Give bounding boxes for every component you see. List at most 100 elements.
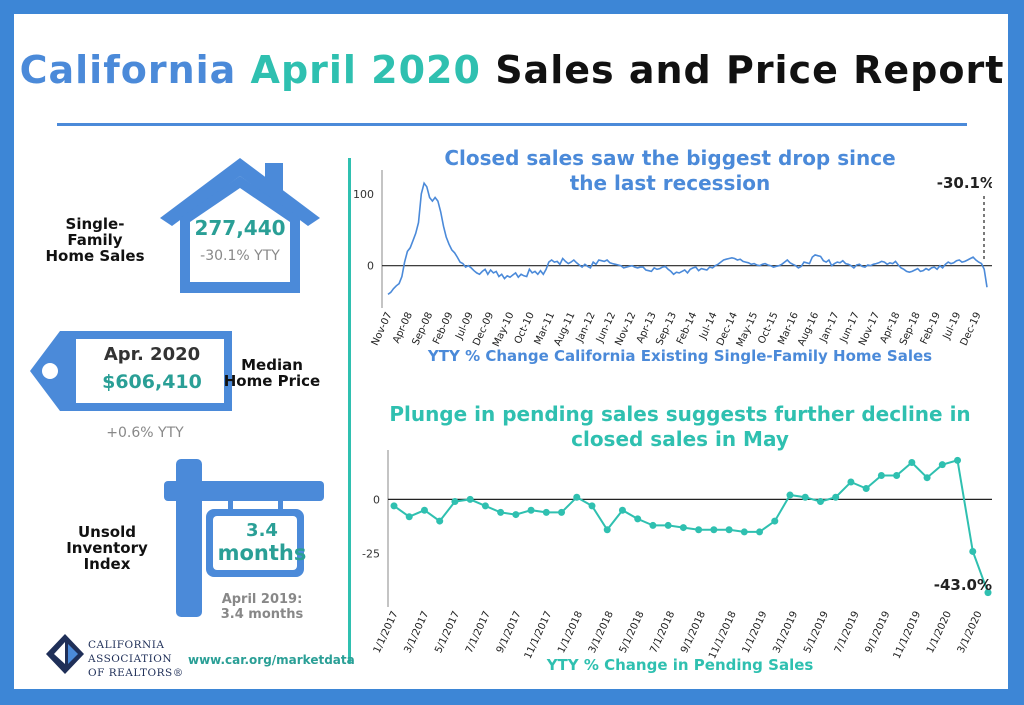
chart1-series-line — [387, 181, 988, 296]
median-price-change: +0.6% YTY — [106, 425, 184, 441]
title-part-1: California — [19, 48, 237, 92]
title-divider — [57, 123, 967, 126]
chart2-point-7 — [497, 508, 505, 516]
car-logo-line-1: CALIFORNIA — [88, 639, 165, 651]
median-price-label-line-2: Home Price — [223, 372, 321, 390]
chart2-point-37 — [954, 456, 962, 464]
chart1-title-line-2: the last recession — [569, 171, 771, 195]
chart1-x-tick-4: Jul-09 — [454, 311, 476, 342]
chart2-x-tick-1: 3/1/2017 — [403, 610, 432, 655]
chart2-point-13 — [588, 502, 596, 510]
inventory-label-line-3: Index — [83, 555, 131, 573]
chart2-point-36 — [938, 461, 946, 469]
chart2-point-22 — [725, 526, 733, 534]
chart2-point-21 — [710, 526, 718, 534]
chart2-point-19 — [679, 524, 687, 532]
chart1-x-tick-16: Jul-14 — [697, 311, 719, 342]
chart2-x-tick-16: 9/1/2019 — [864, 610, 893, 655]
vertical-divider — [348, 158, 351, 663]
chart2-x-tick-17: 11/1/2019 — [892, 610, 924, 660]
chart2-annotation: -43.0% — [934, 576, 992, 594]
chart2-series-line — [393, 459, 989, 594]
chart1-y-tick-0: 0 — [367, 260, 374, 273]
home-sales-label-line-2: Family — [67, 231, 123, 249]
chart2-y-tick-1: -25 — [362, 548, 380, 561]
chart1-annotation: -30.1% — [937, 174, 992, 192]
chart2-x-tick-5: 11/1/2017 — [523, 610, 555, 660]
chart2-x-tick-13: 3/1/2019 — [771, 610, 800, 655]
chart2-x-tick-15: 7/1/2019 — [833, 610, 862, 655]
chart2-x-tick-18: 1/1/2020 — [925, 610, 954, 655]
chart2-point-31 — [862, 485, 870, 493]
chart2-point-16 — [634, 515, 642, 523]
inventory-value-unit: months — [217, 541, 307, 565]
chart2-point-8 — [512, 511, 520, 519]
chart2-x-tick-3: 7/1/2017 — [464, 610, 493, 655]
sign-post-icon — [164, 459, 324, 617]
chart2-point-33 — [893, 472, 901, 480]
chart2-xlabel: YTY % Change in Pending Sales — [546, 656, 814, 674]
chart2-point-26 — [786, 491, 794, 499]
chart2-title: Plunge in pending sales suggests further… — [380, 402, 980, 452]
chart2-x-tick-6: 1/1/2018 — [556, 610, 585, 655]
house-icon — [160, 158, 320, 293]
chart2-point-35 — [923, 474, 931, 482]
car-logo-text: CALIFORNIA ASSOCIATION OF REALTORS® — [88, 638, 184, 680]
chart2-point-5 — [466, 495, 474, 503]
chart2-point-17 — [649, 521, 657, 529]
chart2-point-32 — [877, 472, 885, 480]
chart2-point-11 — [558, 508, 566, 516]
chart2-point-6 — [481, 502, 489, 510]
chart2-x-tick-7: 3/1/2018 — [587, 610, 616, 655]
chart2-point-25 — [771, 517, 779, 525]
chart2-point-14 — [603, 526, 611, 534]
chart2-point-28 — [816, 498, 824, 506]
chart2-x-tick-4: 9/1/2017 — [495, 610, 524, 655]
median-price-label-line-1: Median — [241, 356, 303, 374]
chart2-point-18 — [664, 521, 672, 529]
chart2-title-line-2: closed sales in May — [571, 427, 789, 451]
home-sales-label-line-3: Home Sales — [45, 247, 145, 265]
chart2-point-20 — [695, 526, 703, 534]
chart1-x-tick-0: Nov-07 — [370, 311, 395, 348]
chart2-x-tick-14: 5/1/2019 — [802, 610, 831, 655]
chart2-point-29 — [832, 493, 840, 501]
chart2-point-3 — [436, 517, 444, 525]
inventory-prior-line-2: 3.4 months — [220, 607, 304, 622]
median-price-label: Median Home Price — [222, 357, 322, 389]
title-part-3: Sales and Price Report — [495, 48, 1005, 92]
chart2-point-10 — [542, 508, 550, 516]
chart2-plot: 0-251/1/2017 3/1/2017 5/1/2017 7/1/2017 9/1/… — [362, 450, 992, 660]
chart2-point-2 — [420, 506, 428, 514]
chart2-title-line-1: Plunge in pending sales suggests further… — [389, 402, 971, 426]
chart1-y-tick-1: 100 — [353, 188, 374, 201]
inventory-label: Unsold Inventory Index — [52, 524, 162, 572]
chart2-y-tick-0: 0 — [373, 493, 380, 506]
chart2-point-1 — [405, 513, 413, 521]
chart2-point-24 — [756, 528, 764, 536]
footer-url-link[interactable]: www.car.org/marketdata — [188, 653, 355, 667]
car-eagle-logo-icon — [46, 634, 84, 674]
chart2-point-12 — [573, 493, 581, 501]
home-sales-label-line-1: Single- — [65, 215, 125, 233]
inventory-value: 3.4 months — [212, 521, 312, 566]
chart2-point-9 — [527, 506, 535, 514]
chart2-x-tick-12: 1/1/2019 — [741, 610, 770, 655]
median-price-month: Apr. 2020 — [103, 344, 201, 365]
chart2-x-tick-2: 5/1/2017 — [433, 610, 462, 655]
chart2-point-15 — [618, 506, 626, 514]
chart1-x-tick-28: Jul-19 — [941, 311, 963, 342]
home-sales-change: -30.1% YTY — [200, 248, 280, 264]
chart2-point-23 — [740, 528, 748, 536]
inventory-prior-line-1: April 2019: — [221, 592, 303, 607]
chart2-point-34 — [908, 459, 916, 467]
chart2-point-39 — [984, 589, 992, 597]
chart2-point-30 — [847, 478, 855, 486]
chart2-x-tick-8: 5/1/2018 — [618, 610, 647, 655]
chart2-x-tick-11: 11/1/2018 — [707, 610, 739, 660]
chart2-x-tick-9: 7/1/2018 — [648, 610, 677, 655]
chart2-x-tick-0: 1/1/2017 — [372, 610, 401, 655]
chart1-xlabel: YTY % Change California Existing Single-… — [427, 347, 933, 365]
inventory-prior: April 2019: 3.4 months — [212, 592, 312, 622]
chart2-x-tick-19: 3/1/2020 — [956, 610, 985, 655]
